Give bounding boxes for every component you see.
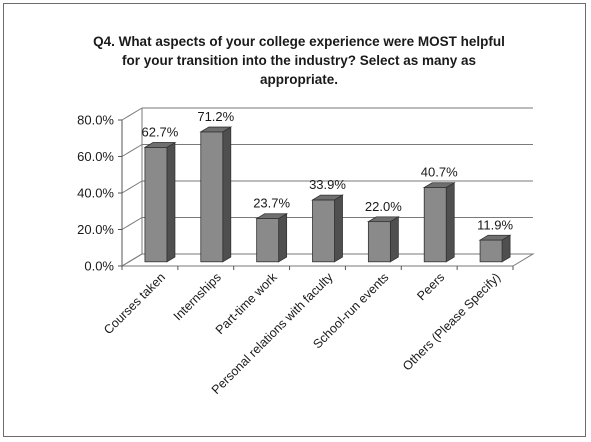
chart-title: Q4. What aspects of your college experie…	[74, 32, 524, 89]
bar-side-face	[222, 126, 232, 263]
bar-top-face	[255, 213, 289, 219]
bar	[366, 216, 400, 263]
data-label: 71.2%	[197, 109, 234, 124]
gridline-side	[121, 107, 143, 121]
gridline-side	[121, 217, 143, 230]
bar-top-face	[199, 126, 233, 133]
y-tick-label: 40.0%	[77, 186, 114, 201]
bar-front-face	[200, 131, 224, 263]
bar-side-face	[389, 216, 399, 263]
bar-front-face	[144, 146, 168, 263]
bar	[255, 213, 289, 263]
bar	[422, 182, 456, 263]
chart-frame: Q4. What aspects of your college experie…	[3, 3, 586, 437]
category-label: Internships	[171, 270, 224, 323]
y-tick-label: 60.0%	[77, 149, 114, 164]
gridline-side	[121, 180, 143, 194]
data-label: 11.9%	[477, 217, 513, 232]
bar-side-face	[334, 194, 343, 263]
bar-top-face	[478, 234, 512, 241]
bar-side-face	[445, 182, 455, 263]
bar	[311, 194, 344, 263]
data-label: 23.7%	[253, 196, 290, 211]
bar-front-face	[312, 199, 335, 263]
chart-floor	[120, 253, 535, 267]
data-label: 22.0%	[365, 199, 402, 214]
bar-front-face	[256, 218, 280, 263]
chart-title-line-1: Q4. What aspects of your college experie…	[93, 34, 505, 49]
gridline-side	[121, 144, 143, 157]
bar-top-face	[422, 182, 456, 188]
bar-side-face	[166, 141, 176, 263]
chart-title-line-2: for your transition into the industry? S…	[121, 53, 477, 68]
category-label: Others (Please Specify)	[400, 270, 503, 373]
category-label: Courses taken	[101, 270, 168, 337]
bars-group: 62.7% Courses taken 71.2% Internships 23.7% P…	[101, 109, 513, 397]
bar-top-face	[311, 194, 344, 201]
bar-front-face	[479, 239, 503, 263]
bar-front-face	[367, 221, 391, 263]
bar	[199, 126, 233, 263]
bar-top-face	[366, 216, 400, 223]
bar-top-face	[143, 142, 177, 148]
data-label: 62.7%	[141, 125, 178, 140]
chart-title-line-3: appropriate.	[259, 72, 338, 87]
bar-side-face	[278, 213, 288, 263]
y-tick-label: 20.0%	[77, 222, 114, 237]
y-tick-label: 0.0%	[84, 259, 114, 274]
y-tick-label: 80.0%	[77, 113, 114, 128]
data-label: 40.7%	[421, 165, 458, 180]
bar	[478, 234, 512, 263]
bar	[143, 141, 177, 263]
category-label: Peers	[414, 270, 447, 303]
bar-front-face	[423, 187, 447, 263]
data-label: 33.9%	[309, 177, 346, 192]
